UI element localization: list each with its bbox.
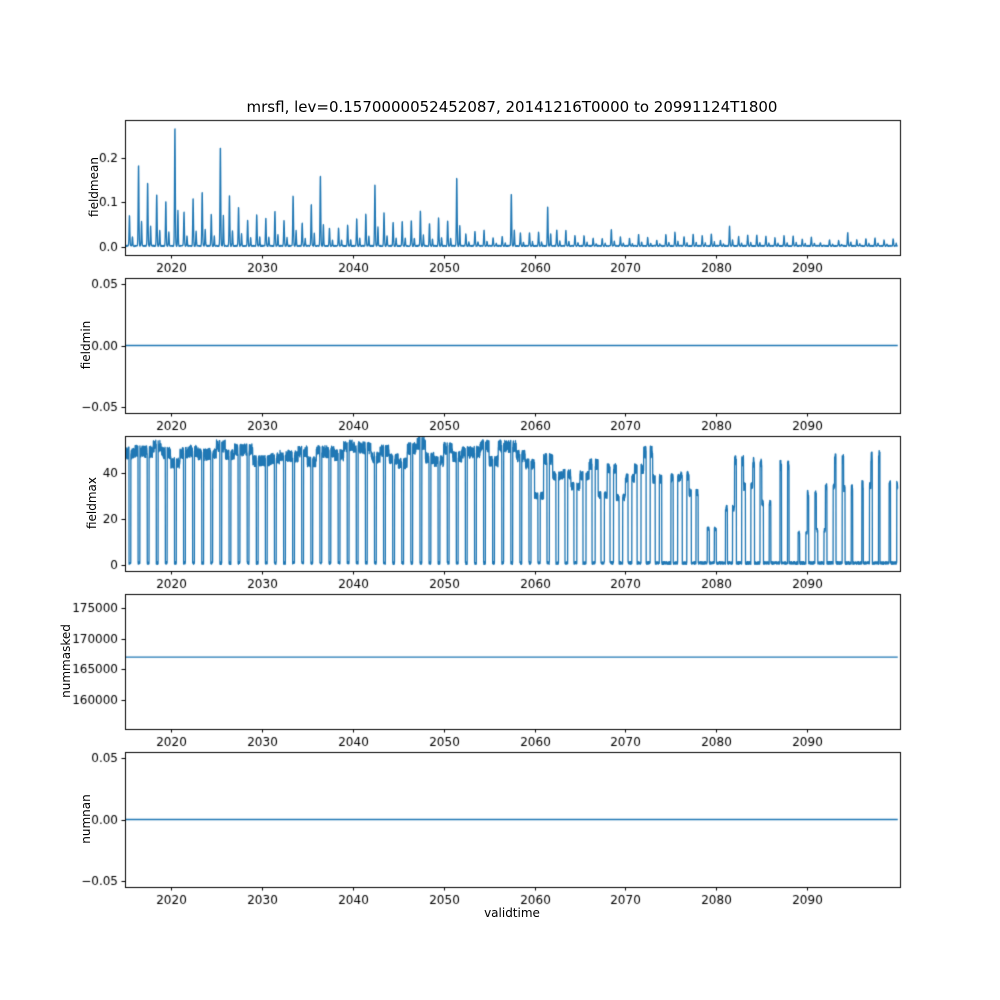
- ylabel-numnan: numnan: [79, 794, 93, 844]
- ylabel-nummasked: nummasked: [59, 624, 73, 698]
- ylabel-fieldmean: fieldmean: [87, 157, 101, 217]
- figure-title: mrsfl, lev=0.1570000052452087, 20141216T…: [246, 98, 778, 116]
- x-axis-label: validtime: [484, 906, 540, 920]
- ylabel-fieldmax: fieldmax: [85, 476, 99, 530]
- ylabel-fieldmin: fieldmin: [79, 320, 93, 370]
